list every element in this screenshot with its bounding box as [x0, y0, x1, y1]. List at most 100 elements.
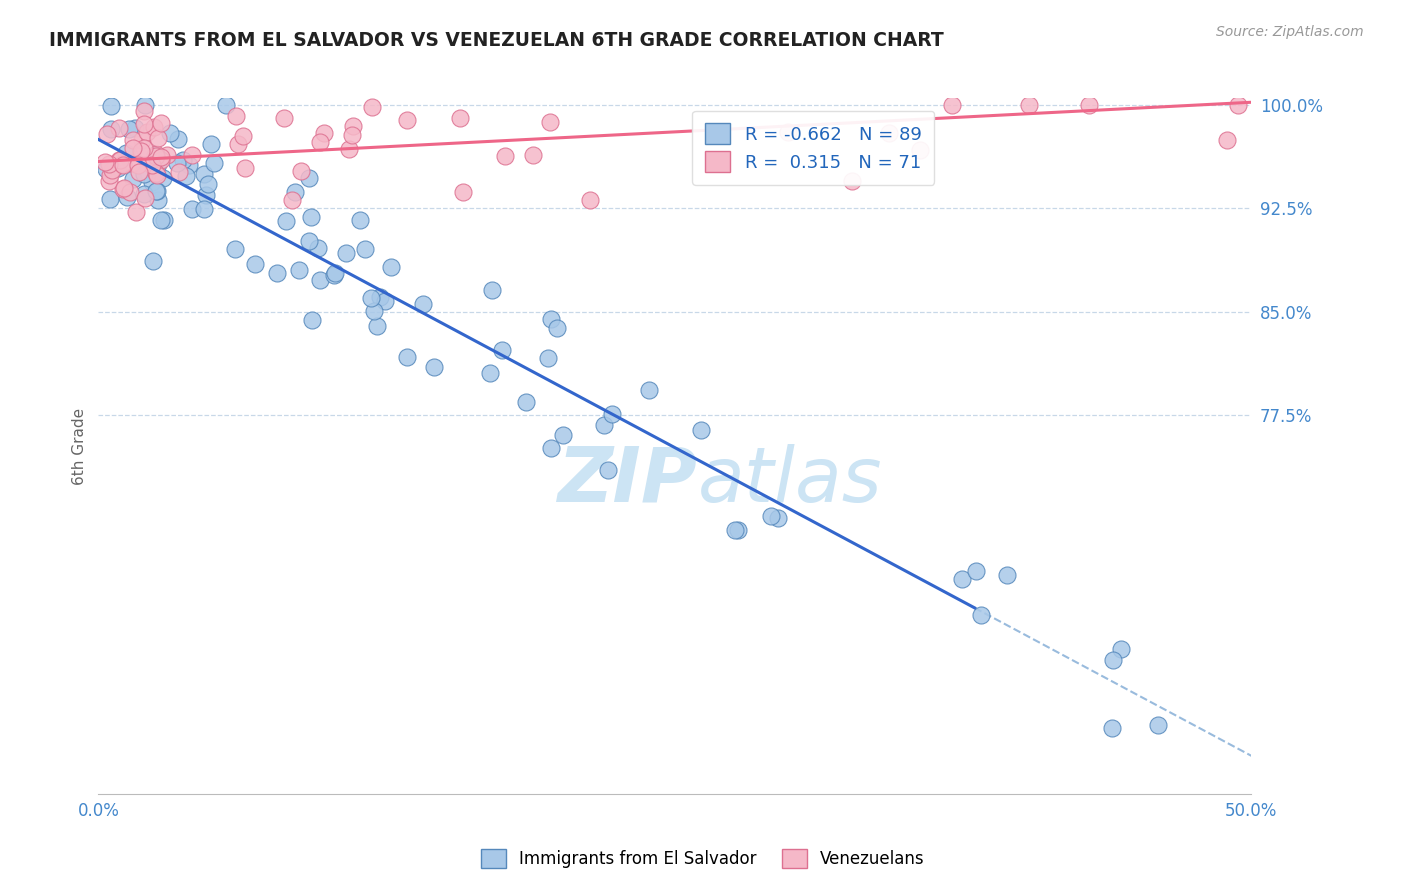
- Point: [301, 313, 323, 327]
- Point: [180, 148, 202, 162]
- Point: [200, 137, 222, 152]
- Point: [107, 121, 129, 136]
- Point: [766, 511, 789, 525]
- Point: [273, 111, 295, 125]
- Point: [156, 148, 179, 162]
- Point: [141, 175, 163, 189]
- Point: [108, 153, 131, 167]
- Point: [449, 111, 471, 125]
- Point: [298, 171, 321, 186]
- Text: IMMIGRANTS FROM EL SALVADOR VS VENEZUELAN 6TH GRADE CORRELATION CHART: IMMIGRANTS FROM EL SALVADOR VS VENEZUELA…: [49, 31, 943, 50]
- Point: [193, 167, 215, 181]
- Point: [98, 174, 121, 188]
- Point: [299, 211, 322, 225]
- Point: [134, 191, 156, 205]
- Legend: Immigrants from El Salvador, Venezuelans: Immigrants from El Salvador, Venezuelans: [474, 842, 932, 875]
- Point: [148, 157, 170, 171]
- Point: [94, 162, 117, 177]
- Point: [1101, 721, 1123, 735]
- Point: [224, 242, 246, 256]
- Point: [98, 168, 121, 182]
- Point: [395, 350, 418, 364]
- Point: [335, 245, 357, 260]
- Point: [288, 263, 311, 277]
- Point: [1077, 98, 1099, 112]
- Point: [342, 119, 364, 133]
- Point: [759, 508, 782, 523]
- Point: [950, 572, 973, 586]
- Point: [100, 99, 122, 113]
- Point: [602, 407, 624, 421]
- Point: [114, 145, 136, 160]
- Point: [540, 311, 562, 326]
- Point: [689, 423, 711, 437]
- Point: [360, 291, 382, 305]
- Text: Source: ZipAtlas.com: Source: ZipAtlas.com: [1216, 25, 1364, 39]
- Point: [181, 202, 204, 216]
- Point: [149, 212, 172, 227]
- Point: [101, 163, 124, 178]
- Point: [197, 177, 219, 191]
- Point: [134, 186, 156, 201]
- Point: [727, 523, 749, 537]
- Point: [312, 126, 335, 140]
- Point: [141, 158, 163, 172]
- Point: [141, 158, 163, 172]
- Point: [374, 293, 396, 308]
- Point: [121, 172, 143, 186]
- Point: [451, 185, 474, 199]
- Legend: R = -0.662   N = 89, R =  0.315   N = 71: R = -0.662 N = 89, R = 0.315 N = 71: [692, 111, 934, 185]
- Point: [143, 148, 166, 162]
- Point: [148, 193, 170, 207]
- Point: [323, 267, 346, 281]
- Point: [776, 125, 799, 139]
- Point: [202, 156, 225, 170]
- Point: [195, 187, 218, 202]
- Point: [380, 260, 402, 274]
- Point: [115, 190, 138, 204]
- Point: [232, 129, 254, 144]
- Point: [941, 98, 963, 112]
- Point: [166, 156, 188, 170]
- Point: [308, 135, 330, 149]
- Point: [142, 254, 165, 268]
- Point: [124, 121, 146, 136]
- Point: [111, 182, 134, 196]
- Point: [538, 114, 561, 128]
- Point: [965, 564, 987, 578]
- Point: [1102, 653, 1125, 667]
- Point: [96, 127, 118, 141]
- Point: [323, 268, 346, 282]
- Point: [225, 109, 247, 123]
- Point: [970, 608, 993, 623]
- Point: [129, 145, 152, 159]
- Point: [117, 121, 139, 136]
- Point: [366, 318, 388, 333]
- Point: [540, 441, 562, 455]
- Point: [146, 184, 169, 198]
- Point: [841, 174, 863, 188]
- Point: [522, 148, 544, 162]
- Point: [1227, 98, 1250, 112]
- Point: [120, 185, 142, 199]
- Point: [596, 463, 619, 477]
- Point: [1109, 642, 1132, 657]
- Point: [146, 131, 169, 145]
- Point: [298, 234, 321, 248]
- Point: [226, 136, 249, 151]
- Point: [121, 141, 143, 155]
- Point: [491, 343, 513, 357]
- Point: [340, 128, 363, 142]
- Point: [478, 366, 501, 380]
- Point: [152, 212, 174, 227]
- Point: [107, 161, 129, 175]
- Point: [167, 164, 190, 178]
- Point: [361, 100, 384, 114]
- Point: [284, 186, 307, 200]
- Point: [98, 157, 121, 171]
- Point: [149, 150, 172, 164]
- Point: [145, 149, 167, 163]
- Point: [877, 126, 900, 140]
- Point: [354, 242, 377, 256]
- Point: [1018, 98, 1040, 112]
